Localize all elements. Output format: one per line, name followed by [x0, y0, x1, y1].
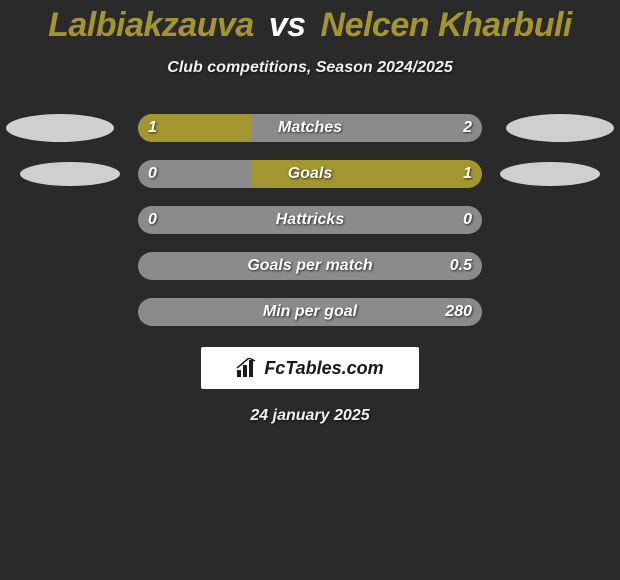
stat-row: Min per goal280 [0, 289, 620, 335]
stat-row: Goals0 1 [0, 151, 620, 197]
player1-name: Lalbiakzauva [48, 6, 254, 44]
stat-bar-track: Hattricks [138, 206, 482, 234]
stat-value-left: 1 [148, 114, 157, 142]
comparison-title: Lalbiakzauva vs Nelcen Kharbuli [0, 0, 620, 45]
stat-label: Goals [138, 160, 482, 188]
stat-label: Matches [138, 114, 482, 142]
subtitle: Club competitions, Season 2024/2025 [0, 59, 620, 77]
stat-value-right: 0.5 [450, 252, 472, 280]
player2-name: Nelcen Kharbuli [321, 6, 572, 44]
stat-bar-track: Matches [138, 114, 482, 142]
stat-value-right: 1 [463, 160, 472, 188]
player1-marker [20, 162, 120, 186]
date-text: 24 january 2025 [0, 407, 620, 425]
stat-row: Matches1 2 [0, 105, 620, 151]
logo-box: FcTables.com [201, 347, 419, 389]
vs-text: vs [269, 6, 306, 44]
stat-bar-track: Min per goal [138, 298, 482, 326]
player2-marker [506, 114, 614, 142]
stat-bar-track: Goals [138, 160, 482, 188]
stat-label: Hattricks [138, 206, 482, 234]
stat-bar-track: Goals per match [138, 252, 482, 280]
stat-label: Goals per match [138, 252, 482, 280]
stat-value-right: 2 [463, 114, 472, 142]
stat-row: Goals per match0.5 [0, 243, 620, 289]
stat-value-right: 0 [463, 206, 472, 234]
stat-rows: Matches12Goals01Hattricks00Goals per mat… [0, 105, 620, 335]
bar-chart-icon [236, 358, 258, 378]
stat-value-right: 280 [445, 298, 472, 326]
player1-marker [6, 114, 114, 142]
player2-marker [500, 162, 600, 186]
stat-value-left: 0 [148, 160, 157, 188]
stat-value-left: 0 [148, 206, 157, 234]
stat-label: Min per goal [138, 298, 482, 326]
stat-row: Hattricks0 0 [0, 197, 620, 243]
logo-text: FcTables.com [264, 358, 383, 379]
